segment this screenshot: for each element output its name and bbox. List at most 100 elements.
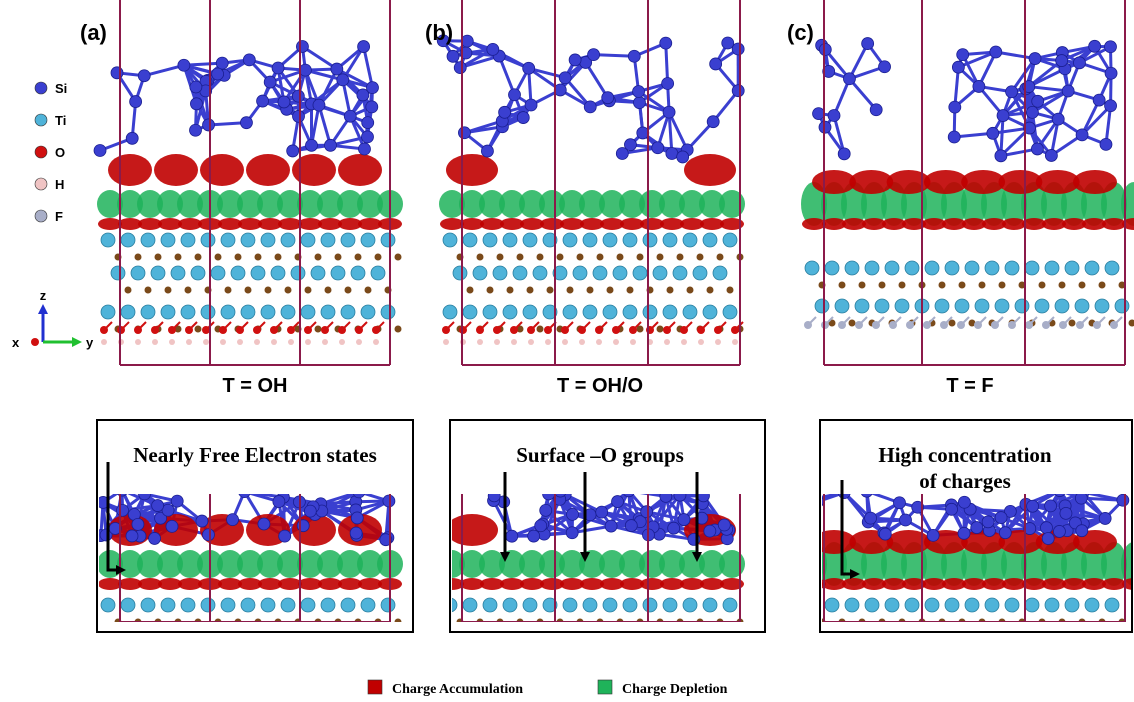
c-atom bbox=[487, 287, 494, 294]
ti-atom bbox=[361, 233, 375, 247]
si-atom bbox=[1076, 525, 1088, 537]
legend-label: Charge Accumulation bbox=[392, 682, 523, 697]
si-atom bbox=[819, 43, 831, 55]
c-atom bbox=[979, 282, 986, 289]
f-atom bbox=[1059, 321, 1067, 329]
si-atom bbox=[525, 99, 537, 111]
o-atom bbox=[544, 326, 552, 334]
ti-atom bbox=[663, 233, 677, 247]
si-atom bbox=[111, 67, 123, 79]
si-atom bbox=[212, 68, 224, 80]
ti-atom bbox=[603, 598, 617, 612]
ti-atom bbox=[623, 233, 637, 247]
si-atom bbox=[997, 110, 1009, 122]
legend-atom bbox=[35, 178, 47, 190]
inset-label: of charges bbox=[919, 469, 1011, 493]
si-atom bbox=[865, 512, 877, 524]
ti-atom bbox=[683, 305, 697, 319]
si-atom bbox=[299, 64, 311, 76]
ti-atom bbox=[875, 299, 889, 313]
si-atom bbox=[838, 487, 850, 499]
h-atom bbox=[579, 339, 585, 345]
si-atom bbox=[243, 54, 255, 66]
c-atom bbox=[497, 254, 504, 261]
h-atom bbox=[186, 339, 192, 345]
h-atom bbox=[322, 339, 328, 345]
c-atom bbox=[195, 254, 202, 261]
ti-atom bbox=[201, 305, 215, 319]
ti-atom bbox=[231, 266, 245, 280]
ti-atom bbox=[261, 305, 275, 319]
f-atom bbox=[906, 321, 914, 329]
si-atom bbox=[313, 99, 325, 111]
si-atom bbox=[540, 504, 552, 516]
ti-atom bbox=[191, 266, 205, 280]
si-atom bbox=[799, 526, 811, 538]
c-atom bbox=[467, 287, 474, 294]
si-atom bbox=[366, 101, 378, 113]
structures bbox=[94, 0, 1134, 626]
bond bbox=[549, 491, 561, 494]
si-atom bbox=[718, 519, 730, 531]
si-atom bbox=[838, 148, 850, 160]
o-atom bbox=[202, 326, 210, 334]
si-atom bbox=[710, 58, 722, 70]
ti-atom bbox=[161, 233, 175, 247]
c-atom bbox=[939, 282, 946, 289]
o-atom bbox=[578, 326, 586, 334]
ti-atom bbox=[281, 305, 295, 319]
c-atom bbox=[567, 287, 574, 294]
ti-atom bbox=[453, 266, 467, 280]
legend-swatch bbox=[598, 680, 612, 694]
f-atom bbox=[1025, 321, 1033, 329]
si-atom bbox=[704, 525, 716, 537]
c-atom bbox=[245, 287, 252, 294]
si-atom bbox=[273, 496, 285, 508]
ti-atom bbox=[1045, 261, 1059, 275]
si-atom bbox=[949, 101, 961, 113]
si-atom bbox=[481, 145, 493, 157]
si-atom bbox=[202, 529, 214, 541]
o-atom bbox=[493, 326, 501, 334]
ti-atom bbox=[271, 266, 285, 280]
c-atom bbox=[537, 326, 544, 333]
ti-atom bbox=[483, 305, 497, 319]
c-atom bbox=[1059, 282, 1066, 289]
ti-atom bbox=[663, 598, 677, 612]
ti-atom bbox=[281, 598, 295, 612]
f-atom bbox=[855, 321, 863, 329]
si-atom bbox=[1026, 106, 1038, 118]
si-atom bbox=[1060, 507, 1072, 519]
ti-atom bbox=[141, 598, 155, 612]
c-atom bbox=[627, 287, 634, 294]
ti-atom bbox=[361, 305, 375, 319]
h-atom bbox=[203, 339, 209, 345]
si-atom bbox=[809, 493, 821, 505]
ti-atom bbox=[443, 305, 457, 319]
si-atom bbox=[1073, 57, 1085, 69]
si-atom bbox=[995, 512, 1007, 524]
x-label: x bbox=[12, 335, 20, 350]
ti-atom bbox=[241, 305, 255, 319]
h-atom bbox=[443, 339, 449, 345]
ti-atom bbox=[351, 266, 365, 280]
c-atom bbox=[275, 254, 282, 261]
y-label: y bbox=[86, 335, 94, 350]
legend-symbol: H bbox=[55, 177, 64, 192]
si-atom bbox=[488, 490, 500, 502]
si-atom bbox=[559, 72, 571, 84]
si-atom bbox=[130, 96, 142, 108]
ti-atom bbox=[301, 598, 315, 612]
o-atom bbox=[338, 326, 346, 334]
si-atom bbox=[508, 89, 520, 101]
si-atom bbox=[1054, 485, 1066, 497]
ti-atom bbox=[1085, 261, 1099, 275]
c-atom bbox=[657, 254, 664, 261]
si-atom bbox=[543, 488, 555, 500]
si-atom bbox=[487, 43, 499, 55]
ti-atom bbox=[301, 305, 315, 319]
si-atom bbox=[958, 527, 970, 539]
o-atom bbox=[697, 326, 705, 334]
ti-atom bbox=[623, 305, 637, 319]
si-atom bbox=[1045, 500, 1057, 512]
